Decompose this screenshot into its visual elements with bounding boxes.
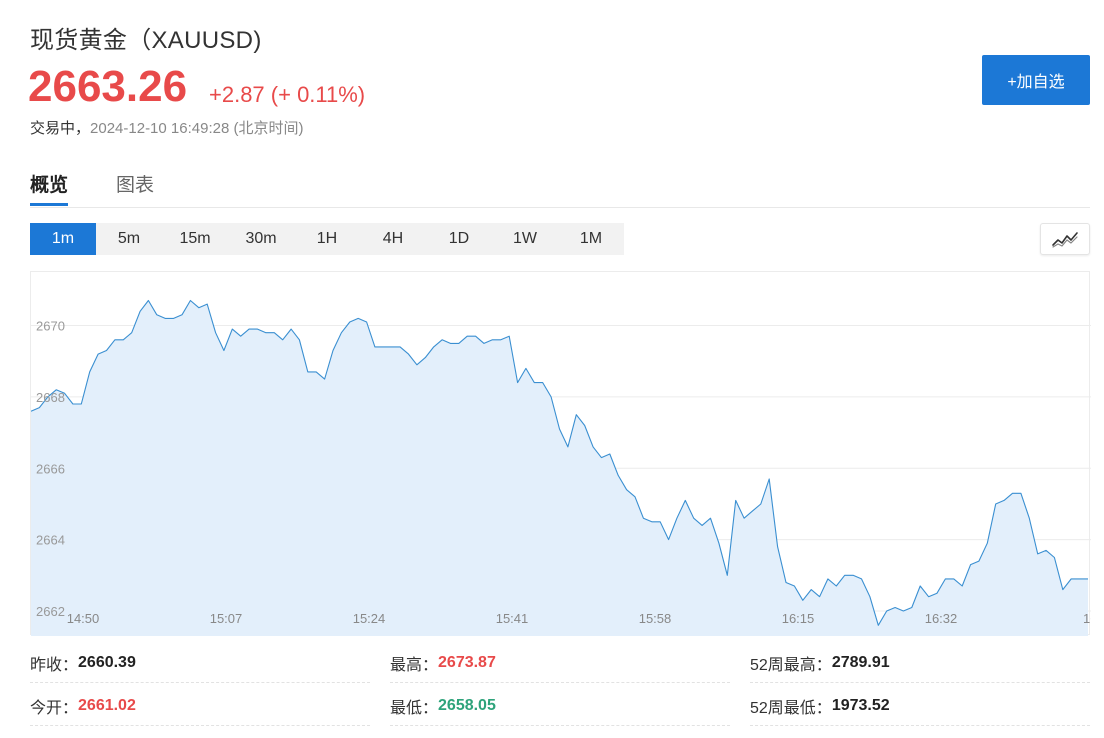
price-change: +2.87 (+ 0.11%) (209, 82, 366, 107)
stat-label: 昨收： (30, 656, 79, 674)
price-area (31, 300, 1088, 636)
stat-open: 今开： 2661.02 (30, 686, 370, 726)
period-15m[interactable]: 15m (162, 223, 228, 255)
x-tick-label: 15:58 (639, 611, 672, 626)
status-time: 2024-12-10 16:49:28 (北京时间) (90, 120, 304, 137)
tab-bar: 概览 图表 (30, 166, 1090, 208)
chart-type-toggle[interactable] (1040, 223, 1090, 255)
period-5m[interactable]: 5m (96, 223, 162, 255)
x-tick-label: 16:15 (782, 611, 815, 626)
period-1w[interactable]: 1W (492, 223, 558, 255)
line-chart-icon (1052, 232, 1078, 248)
price-chart-svg: 2670 2668 2666 2664 2662 14:50 15:07 15:24 15:41… (31, 299, 1091, 636)
stat-value: 2789.91 (831, 653, 890, 671)
stat-label: 52周最高： (750, 656, 832, 674)
period-4h[interactable]: 4H (360, 223, 426, 255)
period-selector: 1m 5m 15m 30m 1H 4H 1D 1W 1M (30, 223, 624, 255)
trading-status: 交易中，2024-12-10 16:49:28 (北京时间) (30, 117, 303, 138)
status-label: 交易中， (30, 120, 91, 137)
period-1m[interactable]: 1m (30, 223, 96, 255)
stat-52w-high: 52周最高： 2789.91 (750, 643, 1090, 683)
stat-low: 最低： 2658.05 (390, 686, 730, 726)
tab-overview[interactable]: 概览 (30, 175, 69, 196)
stat-prev-close: 昨收： 2660.39 (30, 643, 370, 683)
x-tick-label: 14:50 (67, 611, 100, 626)
stat-value: 2661.02 (78, 696, 136, 714)
y-tick-label: 2670 (36, 319, 65, 334)
x-tick-label: 16:32 (925, 611, 958, 626)
period-1h[interactable]: 1H (294, 223, 360, 255)
stat-value: 2673.87 (438, 653, 496, 671)
y-tick-label: 2666 (36, 461, 65, 476)
stat-high: 最高： 2673.87 (390, 643, 730, 683)
period-1mo[interactable]: 1M (558, 223, 624, 255)
current-price: 2663.26 (28, 62, 188, 111)
y-tick-label: 2668 (36, 390, 65, 405)
stat-label: 最高： (390, 656, 439, 674)
y-tick-label: 2662 (36, 604, 65, 619)
stat-value: 2660.39 (78, 653, 136, 671)
period-30m[interactable]: 30m (228, 223, 294, 255)
price-line (31, 299, 1088, 626)
stat-label: 今开： (30, 699, 79, 717)
y-tick-label: 2664 (36, 533, 65, 548)
stat-label: 52周最低： (750, 699, 832, 717)
x-tick-label: 15:07 (210, 611, 243, 626)
add-watchlist-button[interactable]: +加自选 (982, 55, 1090, 105)
stat-52w-low: 52周最低： 1973.52 (750, 686, 1090, 726)
x-tick-label: 15:24 (353, 611, 386, 626)
stat-value: 2658.05 (438, 696, 496, 714)
x-tick-label: 16:4 (1083, 611, 1091, 626)
x-tick-label: 15:41 (496, 611, 529, 626)
page-title: 现货黄金（XAUUSD) (30, 27, 262, 54)
period-1d[interactable]: 1D (426, 223, 492, 255)
stat-label: 最低： (390, 699, 439, 717)
active-tab-indicator (30, 203, 68, 206)
price-chart[interactable]: 2670 2668 2666 2664 2662 14:50 15:07 15:24 15:41… (30, 271, 1091, 636)
stat-value: 1973.52 (831, 696, 890, 714)
tab-chart[interactable]: 图表 (116, 175, 155, 196)
